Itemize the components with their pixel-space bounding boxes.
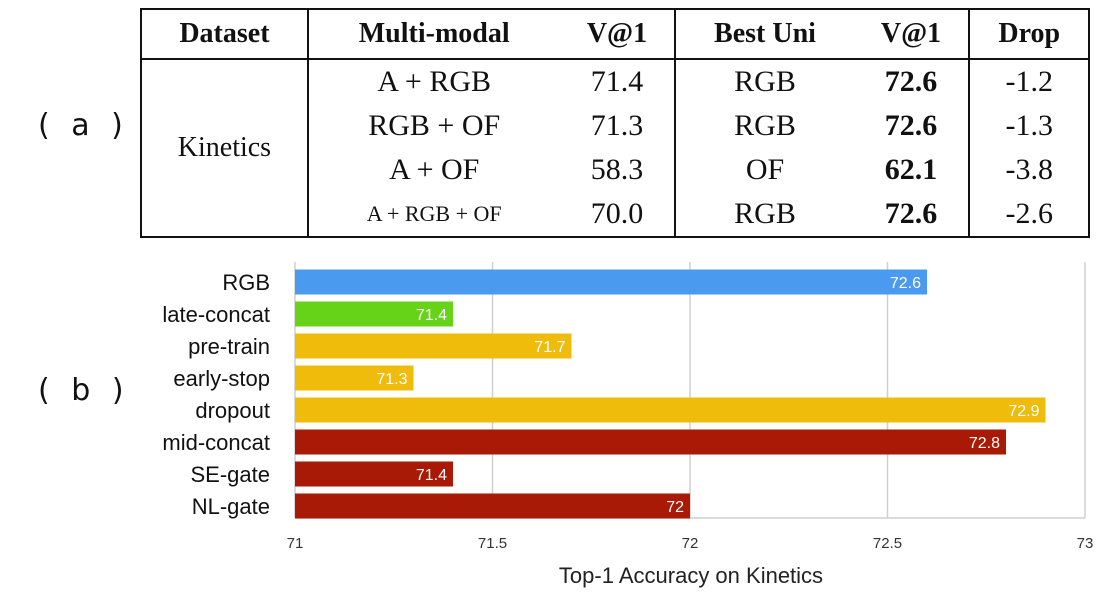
header-dataset: Dataset [141,9,309,60]
table-row: A + RGB + OF 70.0 RGB 72.6 -2.6 [141,192,1089,237]
drop-cell: -3.8 [1005,153,1053,186]
v1-cell: 71.3 [559,104,677,148]
uni-v1-cell: 72.6 [853,59,971,104]
bar-dropout [295,397,1046,423]
header-best-uni: Best Uni [675,9,854,60]
bar-pre-train [295,333,572,359]
bar-chart: 71 71.5 72 72.5 73 72.6 RGB 71.4 late-concat 71.7… [162,262,1093,588]
x-tick-label: 73 [1077,535,1094,552]
table-row: A + OF 58.3 OF 62.1 -3.8 [141,148,1089,192]
bar-value-label: 71.4 [416,307,447,324]
uni-v1-cell: 62.1 [853,148,971,192]
category-label: late-concat [162,302,270,327]
bar-value-label: 71.7 [534,339,565,356]
x-tick-label: 72.5 [873,535,902,552]
bar-RGB [295,269,927,295]
category-label: RGB [222,270,270,295]
v1-cell: 70.0 [559,192,677,237]
bar-value-label: 72.9 [1008,403,1039,420]
category-label: early-stop [173,366,270,391]
category-label: NL-gate [192,494,270,519]
header-drop: Drop [969,9,1089,60]
bar-value-label: 71.4 [416,467,447,484]
table-row: Kinetics A + RGB 71.4 RGB 72.6 -1.2 [141,59,1089,237]
bar-value-label: 72 [666,499,684,516]
v1-cell: 58.3 [559,148,677,192]
header-v1-multi: V@1 [559,9,677,60]
multi-modal-cell: A + RGB + OF [366,201,502,226]
panel-label-b: ( b ) [38,373,130,408]
x-tick-label: 72 [682,535,699,552]
best-uni-cell: RGB [734,197,796,230]
bar-value-label: 72.6 [890,275,921,292]
category-label: SE-gate [191,462,271,487]
best-uni-cell: RGB [734,65,796,98]
best-uni-cell: RGB [734,109,796,142]
results-table: Dataset Multi-modal V@1 Best Uni V@1 Dro… [140,8,1090,238]
category-label: dropout [195,398,270,423]
bar-value-label: 71.3 [376,371,407,388]
table-header-row: Dataset Multi-modal V@1 Best Uni V@1 Dro… [141,9,1089,60]
best-uni-cell: OF [745,153,785,186]
x-axis-label: Top-1 Accuracy on Kinetics [559,563,823,588]
header-multi-modal: Multi-modal [307,9,560,60]
multi-modal-cell: A + RGB [377,65,492,98]
bar-NL-gate [295,493,690,519]
bar-layer [295,269,1046,519]
x-tick-label: 71.5 [478,535,507,552]
bar-value-label: 72.8 [969,435,1000,452]
multi-modal-cell: A + OF [389,153,480,186]
header-v1-uni: V@1 [853,9,971,60]
bar-early-stop [295,365,414,391]
drop-cell: -2.6 [1005,197,1053,230]
bar-SE-gate [295,461,453,487]
dataset-cell: Kinetics [141,59,309,237]
label-layer: 71 71.5 72 72.5 73 72.6 RGB 71.4 late-concat 71.7… [162,270,1093,552]
table-row: RGB + OF 71.3 RGB 72.6 -1.3 [141,104,1089,148]
uni-v1-cell: 72.6 [853,192,971,237]
v1-cell: 71.4 [559,59,677,104]
bar-late-concat [295,301,453,327]
category-label: pre-train [188,334,270,359]
drop-cell: -1.2 [1005,65,1053,98]
x-tick-label: 71 [287,535,304,552]
uni-v1-cell: 72.6 [853,104,971,148]
panel-label-a: ( a ) [38,108,129,143]
drop-cell: -1.3 [1005,109,1053,142]
multi-modal-cell: RGB + OF [368,109,501,142]
bar-mid-concat [295,429,1006,455]
category-label: mid-concat [162,430,270,455]
